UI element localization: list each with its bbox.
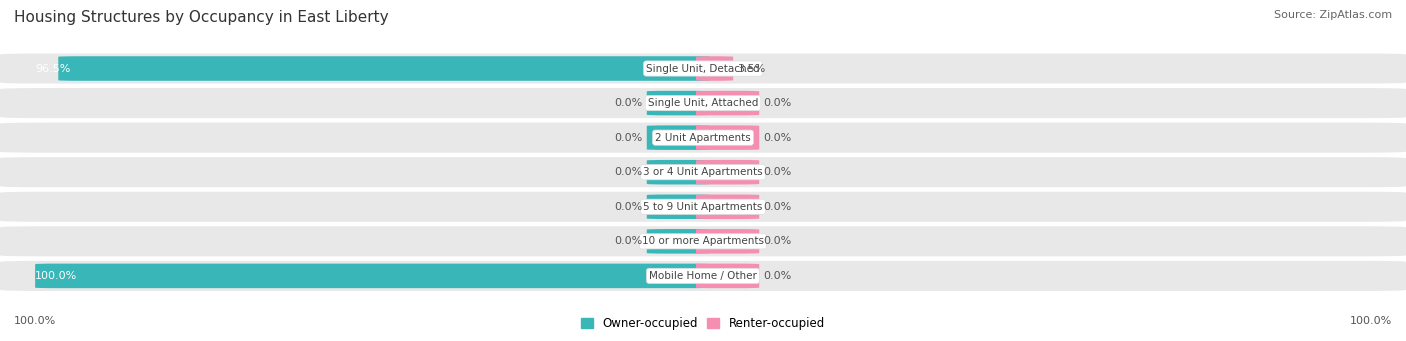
FancyBboxPatch shape [58, 56, 710, 81]
FancyBboxPatch shape [0, 88, 1406, 118]
FancyBboxPatch shape [696, 160, 759, 184]
FancyBboxPatch shape [696, 91, 759, 115]
Text: 2 Unit Apartments: 2 Unit Apartments [655, 133, 751, 143]
FancyBboxPatch shape [0, 226, 1406, 256]
Text: 5 to 9 Unit Apartments: 5 to 9 Unit Apartments [644, 202, 762, 212]
Text: Housing Structures by Occupancy in East Liberty: Housing Structures by Occupancy in East … [14, 10, 388, 25]
FancyBboxPatch shape [0, 123, 1406, 153]
Text: 0.0%: 0.0% [614, 167, 643, 177]
Text: Single Unit, Detached: Single Unit, Detached [647, 63, 759, 74]
Text: 3.5%: 3.5% [737, 63, 766, 74]
FancyBboxPatch shape [647, 125, 710, 150]
FancyBboxPatch shape [696, 194, 759, 219]
FancyBboxPatch shape [647, 194, 710, 219]
FancyBboxPatch shape [647, 160, 710, 184]
FancyBboxPatch shape [0, 192, 1406, 222]
Text: 0.0%: 0.0% [763, 271, 792, 281]
Text: Single Unit, Attached: Single Unit, Attached [648, 98, 758, 108]
FancyBboxPatch shape [696, 56, 733, 81]
FancyBboxPatch shape [696, 264, 759, 288]
Text: 0.0%: 0.0% [763, 98, 792, 108]
FancyBboxPatch shape [696, 125, 759, 150]
Text: 100.0%: 100.0% [1350, 315, 1392, 326]
Text: 0.0%: 0.0% [763, 133, 792, 143]
Text: 3 or 4 Unit Apartments: 3 or 4 Unit Apartments [643, 167, 763, 177]
FancyBboxPatch shape [647, 229, 710, 254]
Legend: Owner-occupied, Renter-occupied: Owner-occupied, Renter-occupied [576, 313, 830, 335]
Text: 100.0%: 100.0% [35, 271, 77, 281]
FancyBboxPatch shape [0, 157, 1406, 187]
Text: 100.0%: 100.0% [14, 315, 56, 326]
Text: Source: ZipAtlas.com: Source: ZipAtlas.com [1274, 10, 1392, 20]
Text: 0.0%: 0.0% [614, 133, 643, 143]
FancyBboxPatch shape [0, 261, 1406, 291]
Text: 0.0%: 0.0% [763, 202, 792, 212]
FancyBboxPatch shape [35, 264, 710, 288]
FancyBboxPatch shape [647, 91, 710, 115]
Text: 96.5%: 96.5% [35, 63, 70, 74]
FancyBboxPatch shape [696, 229, 759, 254]
Text: 0.0%: 0.0% [763, 236, 792, 246]
Text: 10 or more Apartments: 10 or more Apartments [643, 236, 763, 246]
FancyBboxPatch shape [0, 54, 1406, 84]
Text: 0.0%: 0.0% [763, 167, 792, 177]
Text: 0.0%: 0.0% [614, 202, 643, 212]
Text: Mobile Home / Other: Mobile Home / Other [650, 271, 756, 281]
Text: 0.0%: 0.0% [614, 98, 643, 108]
Text: 0.0%: 0.0% [614, 236, 643, 246]
